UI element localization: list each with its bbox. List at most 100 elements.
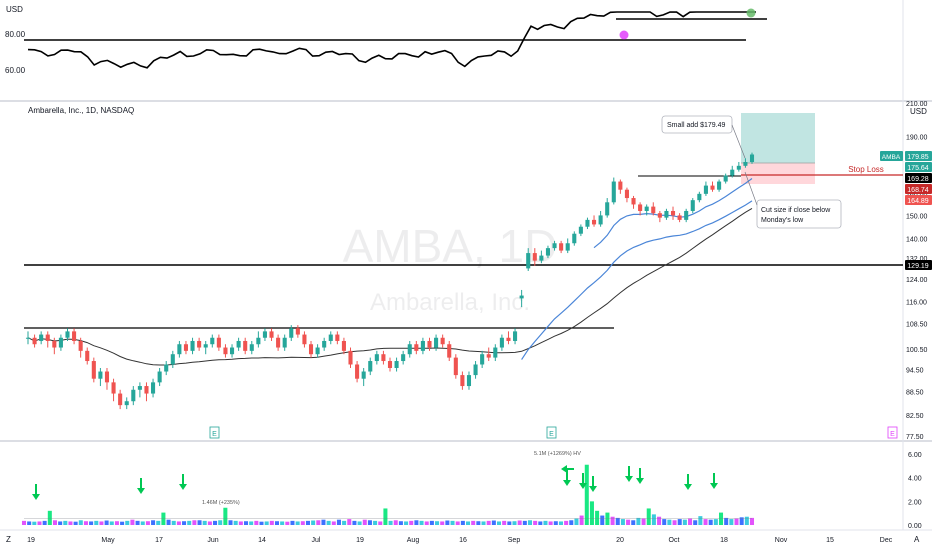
candle-body [295, 328, 300, 335]
candle-body [58, 337, 63, 348]
volume-bar [311, 520, 316, 525]
rs-line[interactable] [27, 11, 756, 69]
candle-body [690, 200, 695, 211]
volume-bar [404, 521, 409, 525]
volume-bar [615, 517, 620, 525]
price-tag-level[interactable] [905, 173, 932, 183]
volume-arrow-head [710, 483, 718, 489]
volume-bar [78, 520, 83, 525]
volume-label-1: 1.46M (+235%) [202, 500, 240, 506]
price-tick-0: 210.00 [906, 101, 928, 108]
price-tags[interactable]: AMBA 179.85 175.64 169.28 168.74 164.89 … [880, 151, 932, 270]
top-tick-60: 60.00 [5, 66, 26, 75]
candles-layer[interactable] [25, 152, 755, 410]
price-tag-stop-zone[interactable] [905, 195, 932, 205]
volume-bar [429, 520, 434, 525]
candle-body [229, 347, 235, 355]
candle-body [473, 364, 478, 376]
axis-corner-left[interactable]: Z [6, 535, 11, 544]
volume-label-2: 5.1M (+1269%) HV [534, 451, 581, 457]
volume-bars-layer[interactable] [21, 464, 755, 525]
time-axis[interactable]: 19 May 17 Jun 14 Jul 19 Aug 16 Sep 20 Oct 18 Nov 15 Dec [27, 537, 893, 544]
note-small-add-box[interactable] [661, 115, 733, 134]
price-tag-entry[interactable] [905, 162, 932, 172]
volume-bar [213, 520, 218, 525]
earnings-flag-2-label: E [549, 431, 554, 438]
candle-body [453, 357, 458, 376]
note-cut-size-box[interactable] [756, 199, 842, 229]
stop-zone[interactable] [741, 163, 815, 184]
volume-bar [125, 520, 130, 525]
earnings-flag-3[interactable] [887, 426, 898, 439]
volume-bar [37, 521, 42, 525]
volume-bar [626, 519, 631, 525]
candle-body [381, 354, 386, 362]
candle-body [355, 364, 360, 379]
volume-arrows[interactable] [32, 465, 718, 500]
candle-body [664, 210, 669, 218]
volume-bar [218, 520, 223, 525]
price-tag-last-value[interactable] [905, 151, 932, 161]
volume-bar [553, 521, 558, 525]
volume-bar [713, 519, 718, 525]
price-tag-breakout[interactable] [905, 260, 932, 270]
time-axis-label-3: Jun [207, 537, 218, 544]
price-tag-last[interactable] [880, 151, 903, 161]
volume-bar [104, 520, 109, 525]
earnings-flags[interactable]: E E E [209, 426, 898, 439]
earnings-flag-3-label: E [890, 431, 895, 438]
volume-bar [620, 519, 625, 525]
time-axis-label-7: Aug [407, 537, 420, 544]
candle-body [447, 344, 452, 358]
volume-bar [383, 508, 388, 525]
volume-arrow-head [636, 478, 644, 484]
candle-body [598, 215, 603, 225]
time-axis-label-12: 18 [720, 537, 728, 544]
candle-body [308, 344, 314, 355]
price-tick-10: 94.50 [906, 368, 924, 375]
earnings-flag-2[interactable] [546, 426, 557, 439]
volume-bar [486, 520, 491, 525]
candle-body [39, 334, 44, 341]
volume-arrow-head [589, 486, 597, 492]
candle-body [104, 371, 110, 383]
volume-bar [290, 520, 295, 525]
candle-body [466, 375, 472, 387]
volume-bar [207, 521, 212, 525]
volume-bar [564, 520, 569, 525]
candle-body [210, 337, 215, 345]
volume-bar [367, 520, 372, 525]
axis-corner-right[interactable]: A [914, 535, 920, 544]
volume-bar [197, 520, 202, 525]
time-axis-label-11: Oct [669, 537, 680, 544]
volume-bar [507, 521, 512, 525]
volume-bar [94, 520, 99, 525]
price-tick-5: 132.00 [906, 256, 928, 263]
earnings-flag-1[interactable] [209, 426, 220, 439]
candle-body [749, 154, 755, 163]
price-tag-stop[interactable] [905, 184, 932, 194]
candle-body [440, 337, 445, 345]
volume-bar [295, 521, 300, 525]
volume-axis[interactable]: 6.00 4.00 2.00 0.00 [908, 452, 922, 530]
volume-bar [269, 520, 274, 525]
sma-line[interactable] [27, 207, 753, 366]
volume-bar [409, 520, 414, 525]
volume-bar [352, 520, 357, 525]
price-tag-last-text: 179.85 [907, 154, 929, 161]
volume-bar [321, 519, 326, 525]
volume-bar [672, 520, 677, 525]
volume-bar [471, 520, 476, 525]
candle-body [565, 243, 570, 251]
ema-line[interactable] [521, 200, 753, 360]
candle-body [730, 169, 735, 176]
volume-bar [89, 521, 94, 525]
volume-bar [631, 520, 636, 525]
price-tag-breakout-text: 129.19 [907, 263, 929, 270]
candle-body [216, 337, 221, 348]
candle-body [131, 389, 136, 402]
volume-bar [440, 521, 445, 525]
volume-bar [373, 520, 378, 525]
